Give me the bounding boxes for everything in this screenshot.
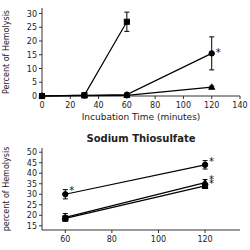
point (124, 92, 129, 97)
y-tick-label: 25 (27, 23, 37, 32)
x-tick (98, 96, 99, 99)
y-tick-label: 10 (27, 65, 37, 74)
x-tick (158, 230, 159, 233)
series-line (65, 183, 205, 218)
y-tick (39, 54, 42, 55)
error-bar (203, 161, 208, 169)
chart: 15 2025 3035 4045 50 60 80 100 120 percent of Hem… (2, 133, 240, 244)
error-bar (124, 12, 129, 31)
y-tick-label: 45 (27, 159, 37, 168)
point (209, 84, 215, 89)
y-tick (39, 68, 42, 69)
annotation: * (69, 185, 74, 196)
y-tick (39, 27, 42, 28)
point (203, 183, 208, 188)
x-tick (211, 96, 212, 99)
x-tick-label: 120 (204, 101, 219, 110)
figure: 051015202530020406080100120140Percent of… (0, 0, 250, 250)
x-tick-label: 40 (93, 101, 103, 110)
point (39, 93, 45, 98)
series-line (42, 53, 212, 96)
x-axis-label: Incubation Time (minutes) (82, 112, 201, 122)
y-tick-label: 20 (27, 37, 37, 46)
point (81, 92, 87, 97)
x-tick (205, 230, 206, 233)
y-tick (39, 41, 42, 42)
point (124, 92, 130, 97)
y-axis (42, 8, 43, 96)
point (63, 192, 68, 197)
y-tick (39, 183, 42, 184)
x-tick-label: 120 (197, 235, 212, 244)
y-tick-label: 40 (27, 169, 37, 178)
point (202, 162, 207, 167)
x-tick-label: 140 (232, 101, 247, 110)
y-tick-label: 0 (32, 92, 37, 101)
x-tick (65, 230, 66, 233)
annotation: * (209, 156, 214, 167)
x-tick (70, 96, 71, 99)
title: Sodium Thiosulfate (86, 133, 195, 144)
x-tick-label: 100 (151, 235, 166, 244)
y-tick-label: 25 (27, 201, 37, 210)
y-tick (39, 225, 42, 226)
plot-area (62, 161, 208, 222)
series-line (42, 22, 127, 96)
y-tick-label: 30 (27, 190, 37, 199)
y-tick (39, 13, 42, 14)
error-bar (63, 216, 68, 221)
y-axis (42, 148, 43, 230)
annotation: * (216, 47, 221, 58)
series-line (65, 186, 205, 219)
point (82, 93, 87, 98)
point (63, 216, 68, 221)
point (39, 93, 44, 98)
x-tick (155, 96, 156, 99)
y-tick-label: 35 (27, 180, 37, 189)
x-tick-label: 80 (150, 101, 160, 110)
y-tick (39, 152, 42, 153)
series-line (65, 165, 205, 194)
annotation: * (209, 178, 214, 189)
y-tick-label: 20 (27, 211, 37, 220)
x-tick-label: 0 (39, 101, 44, 110)
point (39, 93, 44, 98)
y-tick (39, 204, 42, 205)
y-tick (39, 82, 42, 83)
point (82, 93, 87, 98)
x-tick-label: 80 (107, 235, 117, 244)
x-tick (111, 230, 112, 233)
x-tick-label: 100 (176, 101, 191, 110)
y-axis-label: percent of Hemolysis (2, 147, 11, 232)
error-bar (209, 37, 214, 70)
x-tick-label: 60 (122, 101, 132, 110)
y-tick-label: 15 (27, 222, 37, 231)
y-axis-label: Percent of Hemolysis (2, 10, 11, 94)
y-tick (39, 162, 42, 163)
y-tick-label: 30 (27, 10, 37, 19)
y-tick (39, 215, 42, 216)
plot-area (39, 12, 215, 99)
y-tick (39, 173, 42, 174)
x-tick (183, 96, 184, 99)
y-tick-label: 50 (27, 148, 37, 157)
error-bar (203, 183, 208, 188)
point (209, 51, 214, 56)
x-tick-label: 60 (60, 235, 70, 244)
x-axis (42, 230, 240, 231)
y-tick (39, 194, 42, 195)
x-tick-label: 20 (65, 101, 75, 110)
error-bar (63, 190, 68, 199)
point (124, 19, 129, 24)
error-bar (63, 214, 68, 222)
y-tick-label: 15 (27, 51, 37, 60)
chart: 0 5 10 15 20 25 30 0 20 40 60 80 100 120 140 Percent of… (2, 8, 248, 122)
x-tick (240, 96, 241, 99)
y-tick-label: 5 (32, 78, 37, 87)
